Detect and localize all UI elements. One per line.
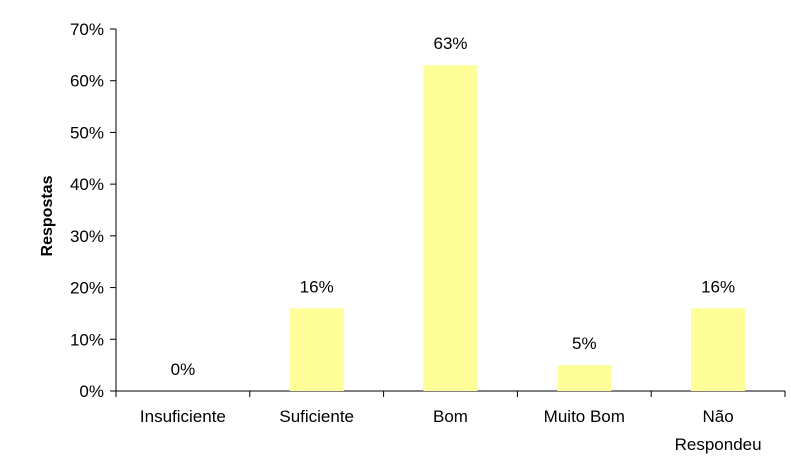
x-tick-label: Suficiente [279, 407, 354, 426]
y-axis-title: Respostas [39, 175, 56, 256]
data-label: 5% [572, 334, 597, 353]
bar [691, 308, 746, 391]
data-label: 63% [433, 34, 467, 53]
data-label: 16% [701, 277, 735, 296]
y-tick-label: 30% [70, 227, 104, 246]
y-tick-label: 50% [70, 123, 104, 142]
y-tick-label: 40% [70, 175, 104, 194]
x-tick-label: Insuficiente [140, 407, 226, 426]
x-tick-label: Não Respondeu [675, 407, 762, 454]
y-tick-label: 0% [79, 382, 104, 401]
x-tick-label: Muito Bom [544, 407, 625, 426]
y-axis-ticks: 0% 10% 20% 30% 40% 50% 60% 70% [70, 20, 116, 401]
data-label: 16% [300, 277, 334, 296]
x-tick-label: Bom [433, 407, 468, 426]
y-tick-label: 60% [70, 72, 104, 91]
y-tick-label: 20% [70, 279, 104, 298]
data-label: 0% [171, 360, 196, 379]
x-axis-ticks: Insuficiente Suficiente Bom Muito Bom Não Res… [115, 391, 786, 454]
bars: 0% 16% 63% 5% 16% [171, 34, 746, 391]
y-tick-label: 70% [70, 20, 104, 39]
y-tick-label: 10% [70, 330, 104, 349]
bar [423, 65, 478, 391]
bar [289, 308, 344, 391]
bar [557, 365, 612, 391]
